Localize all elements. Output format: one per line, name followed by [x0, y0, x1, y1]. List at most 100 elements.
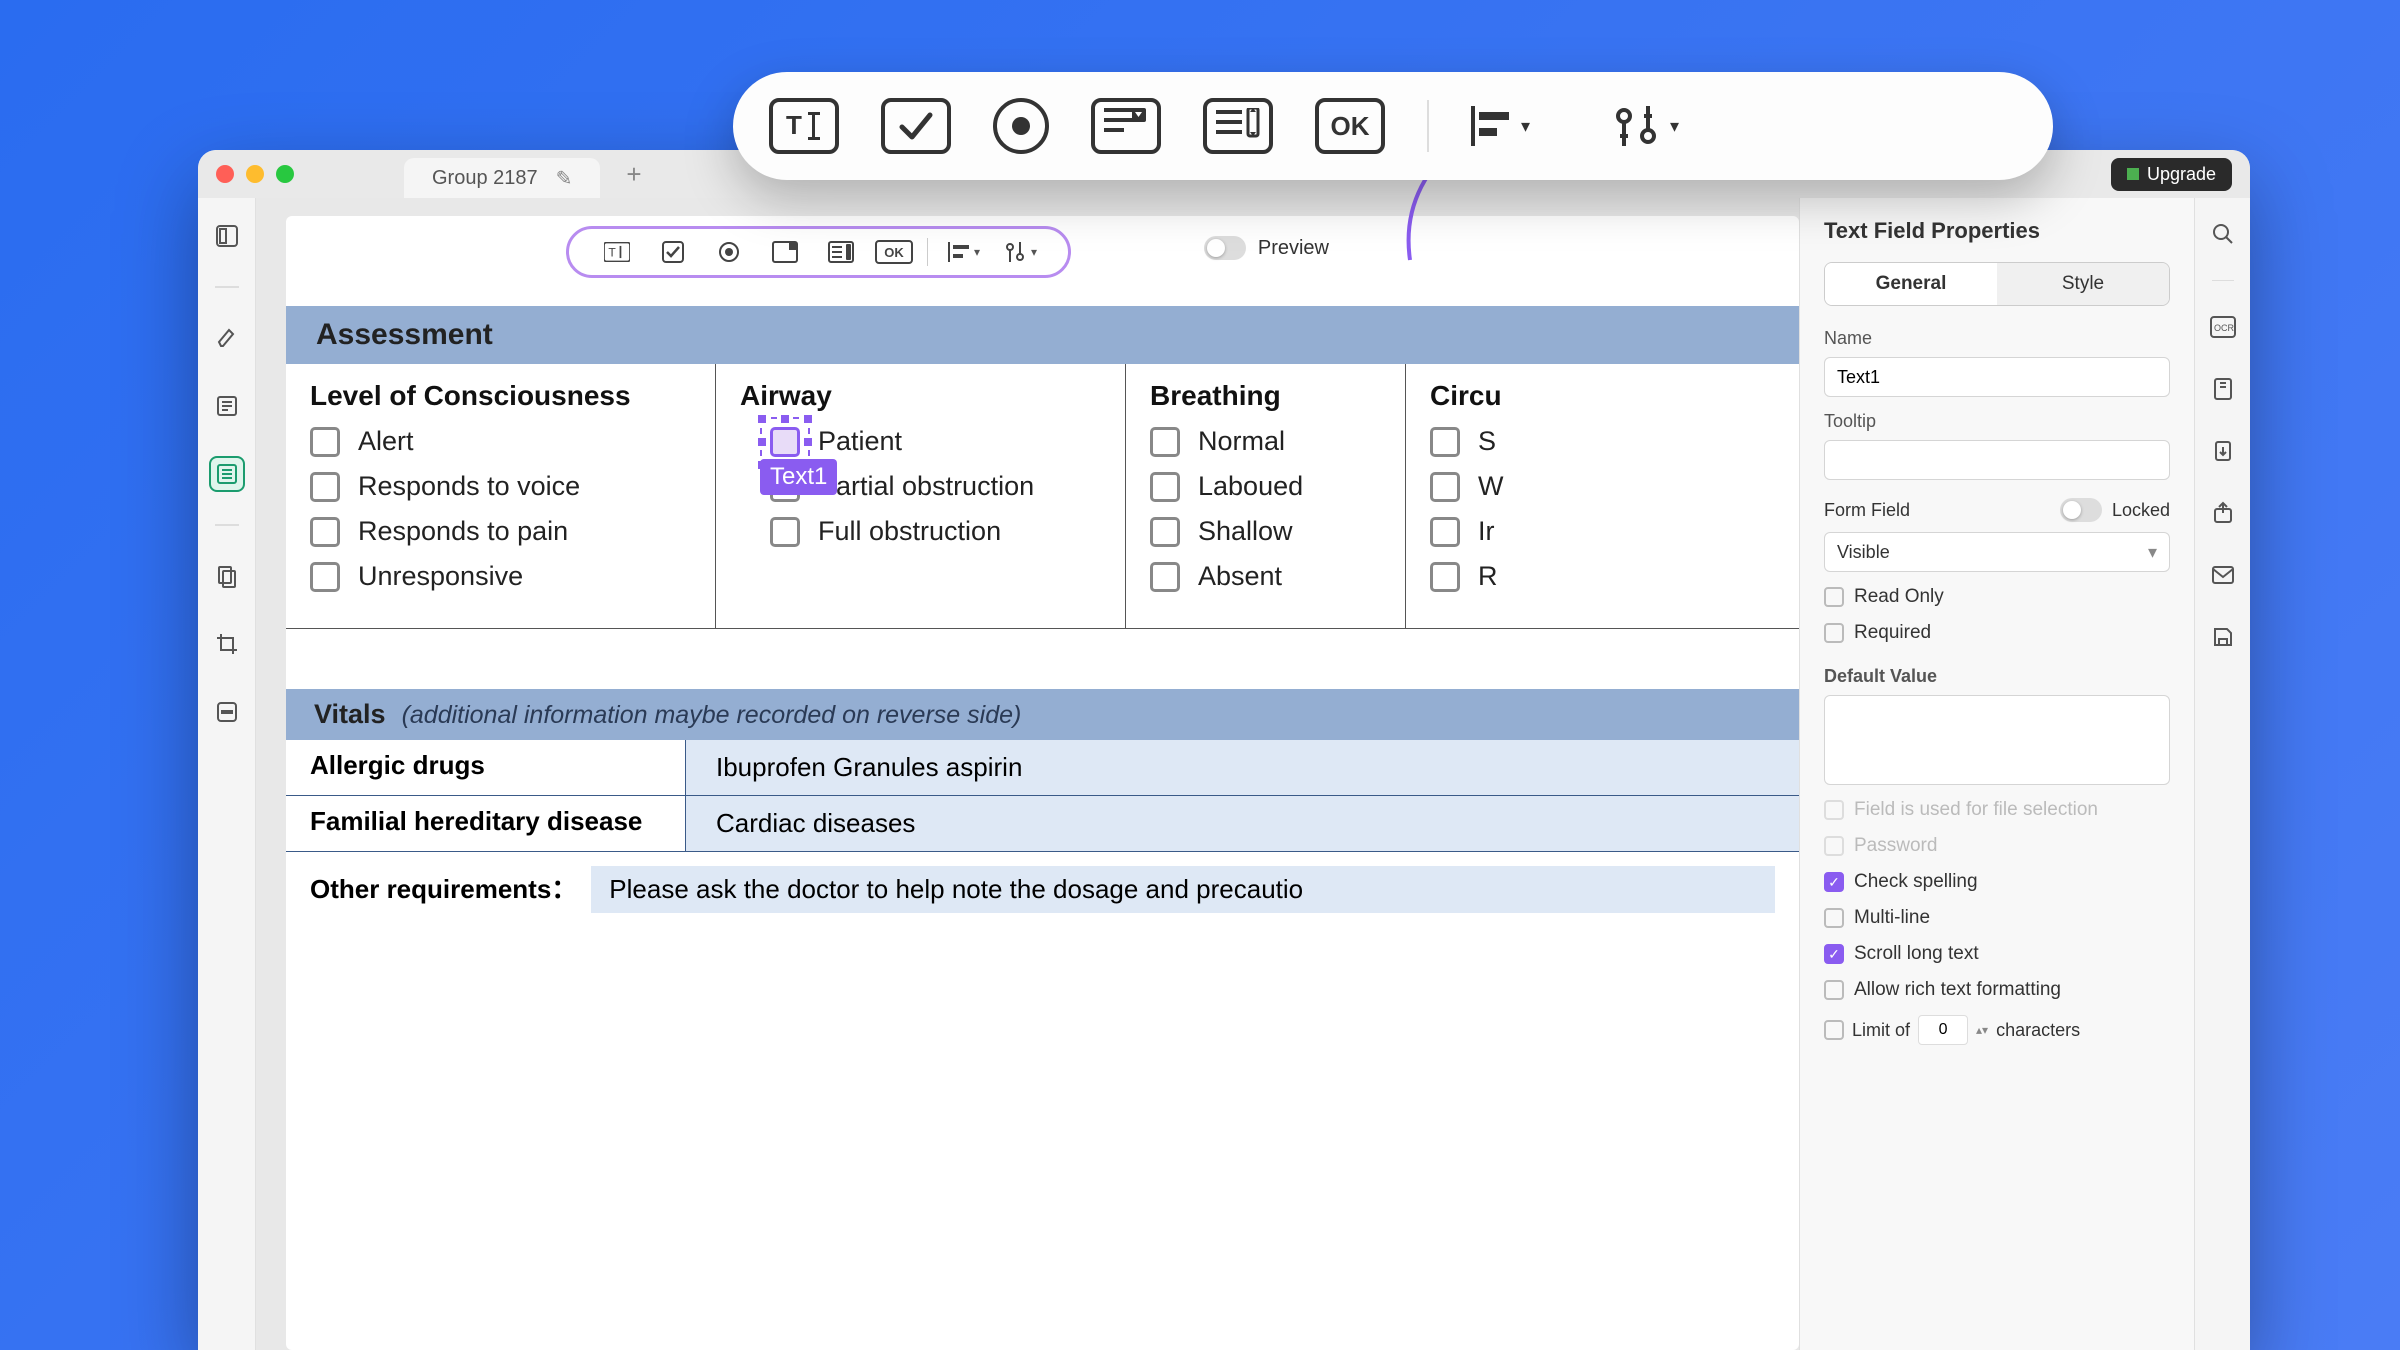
properties-panel: Text Field Properties General Style Name…: [1799, 198, 2194, 1350]
assessment-col-airway: Airway Text1: [716, 364, 1126, 628]
checkbox-icon[interactable]: [1150, 427, 1180, 457]
checkbox-icon[interactable]: [1430, 517, 1460, 547]
check-option: Full obstruction: [740, 516, 1101, 547]
crop-button[interactable]: [209, 626, 245, 662]
vitals-title: Vitals: [314, 699, 386, 730]
multi-line-check[interactable]: Multi-line: [1824, 907, 2170, 929]
checkbox-icon[interactable]: [310, 427, 340, 457]
align-tool[interactable]: ▾: [1471, 106, 1530, 146]
check-option: R: [1430, 561, 1775, 592]
check-option: Shallow: [1150, 516, 1381, 547]
row-label: Familial hereditary disease: [286, 796, 686, 851]
checkbox-icon[interactable]: [1150, 562, 1180, 592]
more-tools[interactable]: ▾: [1612, 102, 1679, 150]
search-button[interactable]: [2207, 218, 2239, 250]
vitals-header: Vitals (additional information maybe rec…: [286, 689, 1799, 740]
redact-button[interactable]: [209, 694, 245, 730]
col-title: Airway: [740, 380, 1101, 412]
tab-bar: Group 2187 ✎ +: [404, 154, 652, 194]
selected-field[interactable]: Text1: [770, 427, 800, 457]
panel-title: Text Field Properties: [1824, 218, 2170, 244]
edit-icon[interactable]: ✎: [556, 166, 573, 191]
other-label: Other requirements：: [310, 869, 577, 906]
mail-button[interactable]: [2207, 559, 2239, 591]
close-button[interactable]: [216, 165, 234, 183]
chevron-down-icon: ▾: [1031, 245, 1037, 259]
more-tools-small[interactable]: ▾: [998, 235, 1042, 269]
page-tool-button[interactable]: [209, 558, 245, 594]
locked-label: Locked: [2112, 500, 2170, 521]
row-value[interactable]: Cardiac diseases: [686, 796, 1799, 851]
button-tool-small[interactable]: OK: [875, 240, 913, 264]
chevron-down-icon: ▾: [974, 245, 980, 259]
app-window: Group 2187 ✎ + Upgrade: [198, 150, 2250, 1350]
document-tab[interactable]: Group 2187 ✎: [404, 158, 600, 198]
checkbox-icon[interactable]: [770, 517, 800, 547]
checkbox-tool[interactable]: [881, 98, 951, 154]
required-check[interactable]: Required: [1824, 622, 2170, 644]
col-title: Breathing: [1150, 380, 1381, 412]
checkbox-icon[interactable]: [310, 517, 340, 547]
button-tool[interactable]: OK: [1315, 98, 1385, 154]
check-spelling-check[interactable]: ✓Check spelling: [1824, 871, 2170, 893]
name-input[interactable]: [1824, 357, 2170, 397]
tab-general[interactable]: General: [1825, 263, 1997, 305]
thumbnails-button[interactable]: [209, 218, 245, 254]
checkbox-icon[interactable]: [310, 562, 340, 592]
limit-input[interactable]: [1918, 1015, 1968, 1045]
toggle-switch[interactable]: [1204, 236, 1246, 260]
rich-text-check[interactable]: Allow rich text formatting: [1824, 979, 2170, 1001]
annotations-button[interactable]: [209, 388, 245, 424]
row-value[interactable]: Ibuprofen Granules aspirin: [686, 740, 1799, 795]
stepper-icon[interactable]: ▴▾: [1976, 1023, 1988, 1037]
upgrade-button[interactable]: Upgrade: [2111, 158, 2232, 191]
assessment-grid: Level of Consciousness Alert Responds to…: [286, 364, 1799, 629]
minimize-button[interactable]: [246, 165, 264, 183]
maximize-button[interactable]: [276, 165, 294, 183]
vitals-table: Vitals (additional information maybe rec…: [286, 689, 1799, 927]
text-field-tool[interactable]: T: [769, 98, 839, 154]
file-selection-check: Field is used for file selection: [1824, 799, 2170, 821]
export-button[interactable]: [2207, 435, 2239, 467]
dropdown-tool[interactable]: [1091, 98, 1161, 154]
checkbox-icon[interactable]: [1150, 472, 1180, 502]
checkbox-icon[interactable]: [1430, 562, 1460, 592]
new-tab-button[interactable]: +: [616, 159, 651, 190]
radio-tool[interactable]: [993, 98, 1049, 154]
locked-toggle[interactable]: [2060, 498, 2102, 522]
checkbox-icon[interactable]: [310, 472, 340, 502]
other-value[interactable]: Please ask the doctor to help note the d…: [591, 866, 1775, 913]
checkbox-icon[interactable]: [1430, 472, 1460, 502]
tooltip-input[interactable]: [1824, 440, 2170, 480]
ocr-button[interactable]: OCR: [2207, 311, 2239, 343]
checkbox-tool-small[interactable]: [651, 235, 695, 269]
form-toolbar-small: T: [566, 226, 1071, 278]
tab-style[interactable]: Style: [1997, 263, 2169, 305]
svg-text:T: T: [608, 245, 616, 259]
scroll-long-text-check[interactable]: ✓Scroll long text: [1824, 943, 2170, 965]
chevron-down-icon: ▾: [2148, 542, 2157, 563]
assessment-col-circulation: Circu S W Ir R: [1406, 364, 1799, 628]
visibility-select[interactable]: Visible ▾: [1824, 532, 2170, 572]
listbox-tool-small[interactable]: [819, 235, 863, 269]
text-field-tool-small[interactable]: T: [595, 235, 639, 269]
checkbox-icon[interactable]: [1430, 427, 1460, 457]
vitals-subtitle: (additional information maybe recorded o…: [402, 701, 1022, 730]
listbox-tool[interactable]: [1203, 98, 1273, 154]
radio-tool-small[interactable]: [707, 235, 751, 269]
read-only-check[interactable]: Read Only: [1824, 586, 2170, 608]
divider: [215, 524, 239, 526]
preview-toggle[interactable]: Preview: [1204, 236, 1329, 260]
share-button[interactable]: [2207, 497, 2239, 529]
align-tool-small[interactable]: ▾: [942, 235, 986, 269]
check-option: Ir: [1430, 516, 1775, 547]
checkbox-icon[interactable]: [1150, 517, 1180, 547]
compress-button[interactable]: [2207, 373, 2239, 405]
highlight-button[interactable]: [209, 320, 245, 356]
forms-button[interactable]: [209, 456, 245, 492]
save-button[interactable]: [2207, 621, 2239, 653]
default-value-input[interactable]: [1824, 695, 2170, 785]
tooltip-label: Tooltip: [1824, 411, 2170, 432]
limit-check[interactable]: [1824, 1020, 1844, 1040]
dropdown-tool-small[interactable]: [763, 235, 807, 269]
